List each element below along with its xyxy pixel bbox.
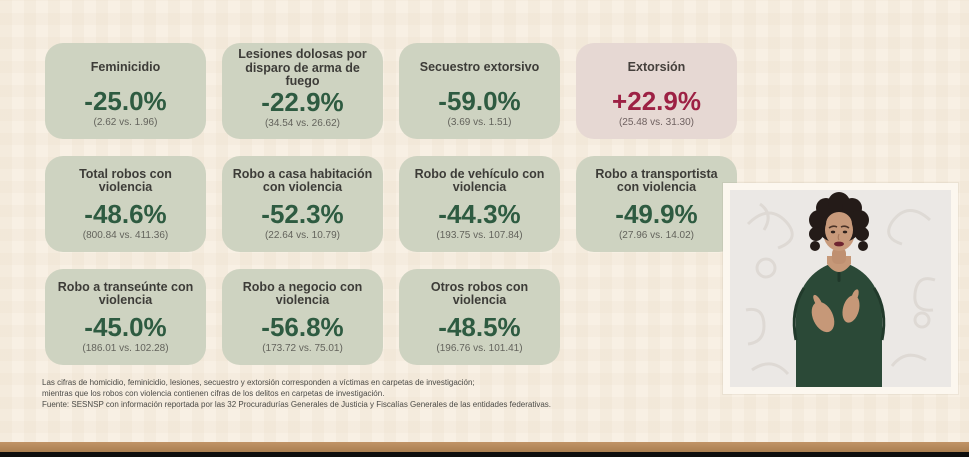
stat-card-detail: (2.62 vs. 1.96) <box>93 117 158 129</box>
stat-cards-grid: Feminicidio -25.0% (2.62 vs. 1.96) Lesio… <box>45 43 737 365</box>
stat-card-percent: -44.3% <box>438 199 521 229</box>
stat-card-robo-transportista: Robo a transportista con violencia -49.9… <box>576 156 737 252</box>
stat-card-percent: -59.0% <box>438 86 521 116</box>
hair <box>809 192 869 251</box>
stat-card-otros-robos: Otros robos con violencia -48.5% (196.76… <box>399 269 560 365</box>
bottom-bar <box>0 452 969 457</box>
stat-card-detail: (34.54 vs. 26.62) <box>264 117 341 129</box>
footnote: Las cifras de homicidio, feminicidio, le… <box>42 377 682 411</box>
stat-card-detail: (800.84 vs. 411.36) <box>82 230 169 242</box>
footnote-line-1: Las cifras de homicidio, feminicidio, le… <box>42 378 475 387</box>
gold-bar <box>0 442 969 452</box>
stat-card-robo-transeunte: Robo a transeúnte con violencia -45.0% (… <box>45 269 206 365</box>
stat-card-title: Otros robos con violencia <box>430 279 529 307</box>
stat-card-title: Feminicidio <box>90 60 161 75</box>
stat-card-detail: (196.76 vs. 101.41) <box>436 343 523 355</box>
stat-card-title: Extorsión <box>627 60 686 75</box>
stat-card-percent: -49.9% <box>615 199 698 229</box>
stat-card-extorsion: Extorsión +22.9% (25.48 vs. 31.30) <box>576 43 737 139</box>
stat-card-detail: (22.64 vs. 10.79) <box>264 230 341 242</box>
stat-card-robo-vehiculo: Robo de vehículo con violencia -44.3% (1… <box>399 156 560 252</box>
footnote-line-3: Fuente: SESNSP con información reportada… <box>42 400 552 410</box>
stat-card-percent: +22.9% <box>612 86 701 116</box>
stat-card-percent: -22.9% <box>261 86 344 117</box>
stat-card-title: Robo a negocio con violencia <box>242 279 363 307</box>
stat-card-title: Robo de vehículo con violencia <box>414 166 545 194</box>
face <box>828 225 850 247</box>
stat-card-percent: -25.0% <box>84 86 167 116</box>
stat-card-title: Total robos con violencia <box>79 166 172 194</box>
stat-card-title: Secuestro extorsivo <box>419 60 540 75</box>
stat-card-detail: (193.75 vs. 107.84) <box>436 230 523 242</box>
stat-card-detail: (186.01 vs. 102.28) <box>82 343 169 355</box>
stat-card-detail: (25.48 vs. 31.30) <box>618 117 695 129</box>
stat-card-secuestro: Secuestro extorsivo -59.0% (3.69 vs. 1.5… <box>399 43 560 139</box>
stat-card-percent: -45.0% <box>84 312 167 342</box>
stat-card-detail: (173.72 vs. 75.01) <box>262 343 343 355</box>
stat-card-lesiones: Lesiones dolosas por disparo de arma de … <box>222 43 383 139</box>
stat-card-total-robos: Total robos con violencia -48.6% (800.84… <box>45 156 206 252</box>
stat-card-title: Robo a transportista con violencia <box>595 166 718 194</box>
stat-card-detail: (3.69 vs. 1.51) <box>447 117 512 129</box>
stat-card-title: Robo a transeúnte con violencia <box>57 279 194 307</box>
stat-card-title: Robo a casa habitación con violencia <box>232 166 373 194</box>
damask-pattern <box>745 202 936 376</box>
stat-card-title: Lesiones dolosas por disparo de arma de … <box>238 47 367 88</box>
stat-card-percent: -48.5% <box>438 312 521 342</box>
stat-card-percent: -48.6% <box>84 199 167 229</box>
footnote-line-2: mientras que los robos con violencia con… <box>42 389 385 399</box>
stat-card-percent: -56.8% <box>261 312 344 342</box>
stat-card-percent: -52.3% <box>261 199 344 229</box>
stat-card-feminicidio: Feminicidio -25.0% (2.62 vs. 1.96) <box>45 43 206 139</box>
interpreter-illustration <box>730 190 951 387</box>
stat-card-robo-casa: Robo a casa habitación con violencia -52… <box>222 156 383 252</box>
stat-card-robo-negocio: Robo a negocio con violencia -56.8% (173… <box>222 269 383 365</box>
sign-language-interpreter-video <box>723 183 958 394</box>
stat-card-detail: (27.96 vs. 14.02) <box>618 230 695 242</box>
